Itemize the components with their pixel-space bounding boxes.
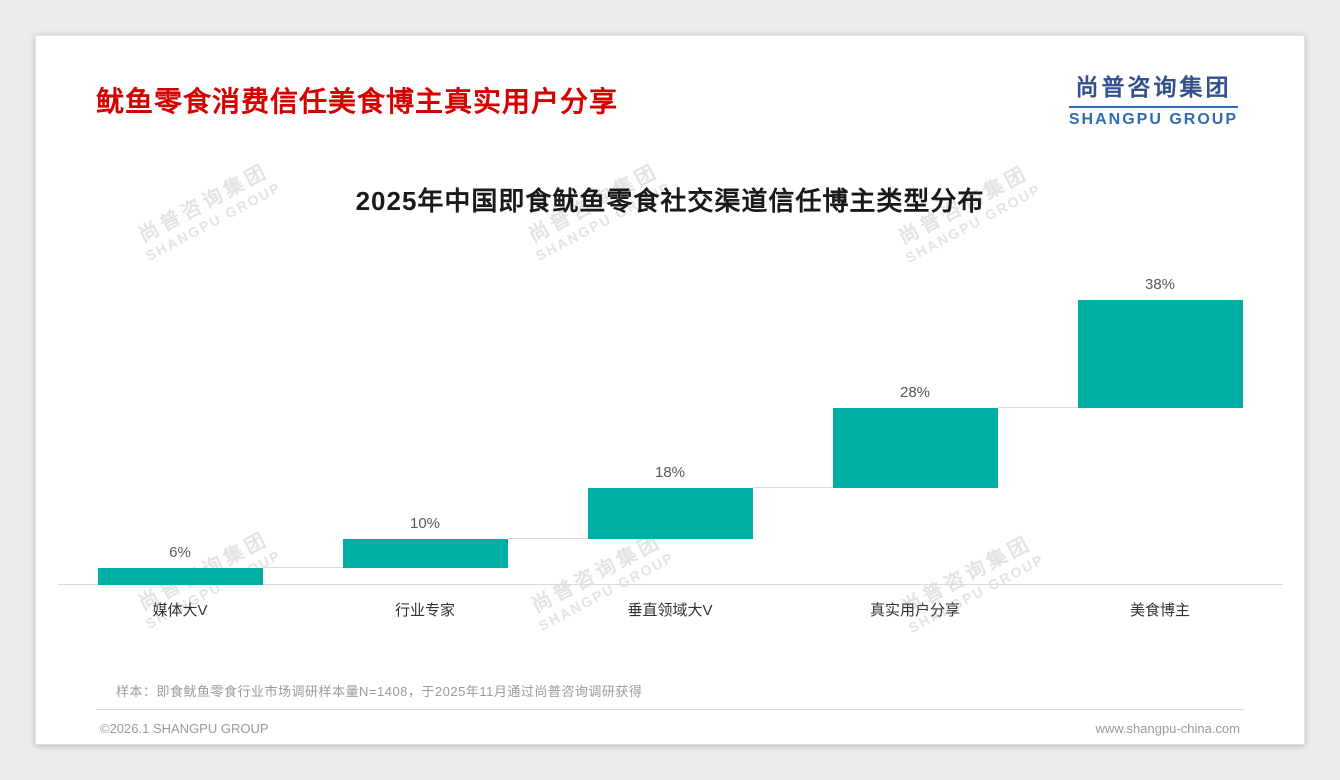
page-title: 鱿鱼零食消费信任美食博主真实用户分享 <box>96 86 619 117</box>
x-axis-line <box>57 584 1283 585</box>
chart-plot-area: 6% 媒体大V 10% 行业专家 18% 垂直领域大V 28% 真实用户分享 38% 美食博主 <box>57 276 1283 619</box>
waterfall-chart: 6% 媒体大V 10% 行业专家 18% 垂直领域大V 28% 真实用户分享 38% 美食博主 <box>36 276 1304 619</box>
copyright-text: ©2026.1 SHANGPU GROUP <box>100 721 269 736</box>
bar-value-label: 28% <box>899 384 931 402</box>
slide: 尚普咨询集团 SHANGPU GROUP 尚普咨询集团 SHANGPU GROU… <box>35 35 1305 745</box>
chart-bar <box>587 488 753 540</box>
bar-value-label: 38% <box>1144 276 1176 293</box>
category-label: 媒体大V <box>152 602 208 619</box>
chart-bar <box>1077 300 1243 409</box>
website-link[interactable]: www.shangpu-china.com <box>1095 721 1240 736</box>
chart-bar <box>97 567 263 585</box>
bar-value-label: 18% <box>654 464 686 482</box>
sample-note: 样本：即食鱿鱼零食行业市场调研样本量N=1408，于2025年11月通过尚普咨询… <box>116 684 643 699</box>
logo-en-text: SHANGPU GROUP <box>1068 111 1238 128</box>
category-label: 行业专家 <box>394 602 455 619</box>
chart-bar <box>342 539 508 568</box>
category-label: 垂直领域大V <box>627 602 713 619</box>
chart-bar <box>832 408 998 489</box>
footer: ©2026.1 SHANGPU GROUP www.shangpu-china.… <box>96 709 1244 736</box>
logo-cn-text: 尚普咨询集团 <box>1068 68 1238 108</box>
company-logo: 尚普咨询集团 SHANGPU GROUP <box>1068 68 1244 129</box>
chart-title: 2025年中国即食鱿鱼零食社交渠道信任博主类型分布 <box>355 186 985 216</box>
category-label: 美食博主 <box>1129 602 1190 619</box>
header: 鱿鱼零食消费信任美食博主真实用户分享 尚普咨询集团 SHANGPU GROUP <box>36 36 1304 129</box>
category-label: 真实用户分享 <box>869 602 960 619</box>
bar-value-label: 10% <box>409 515 441 533</box>
bar-value-label: 6% <box>169 543 191 561</box>
